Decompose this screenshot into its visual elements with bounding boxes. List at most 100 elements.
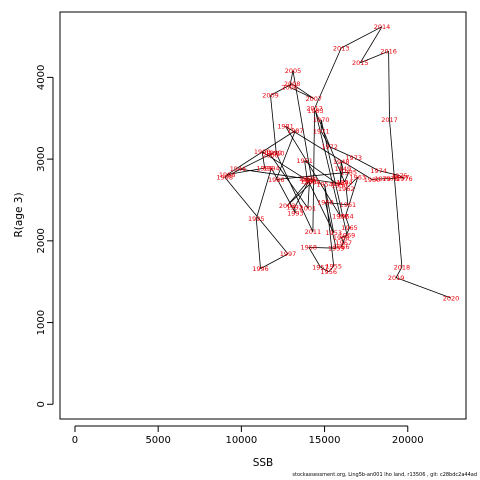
y-tick-label: 0 — [36, 401, 47, 407]
point-label-2010: 2010 — [268, 150, 285, 158]
point-label-1964: 1964 — [337, 213, 354, 221]
point-label-1999: 1999 — [266, 149, 283, 157]
connector-line — [261, 151, 310, 182]
connector-line — [270, 167, 296, 214]
footer-credit: stockassessment.org, Ling5b-an001 lho la… — [292, 472, 477, 478]
point-label-1972: 1972 — [321, 143, 338, 151]
point-label-1973: 1973 — [345, 154, 362, 162]
connector-line — [289, 70, 294, 88]
point-label-2013: 2013 — [333, 44, 350, 52]
point-label-2002: 2002 — [301, 176, 318, 184]
connector-line — [227, 167, 265, 175]
connector-line — [270, 152, 275, 156]
connector-line — [237, 168, 341, 184]
connector-line — [304, 160, 308, 179]
connector-line — [341, 26, 383, 49]
point-label-2014: 2014 — [374, 23, 391, 31]
point-label-1996: 1996 — [252, 265, 269, 273]
point-label-1989: 1989 — [256, 164, 273, 172]
connector-line — [359, 26, 383, 63]
point-label-1977: 1977 — [393, 173, 410, 181]
connector-line — [291, 83, 315, 99]
point-label-1978: 1978 — [382, 175, 399, 183]
point-label-1998: 1998 — [216, 173, 233, 181]
connector-lines — [224, 26, 452, 299]
point-label-1953: 1953 — [325, 229, 342, 237]
connector-line — [325, 202, 348, 206]
point-label-1946: 1946 — [230, 165, 247, 173]
point-label-1992: 1992 — [286, 204, 303, 212]
point-label-1962: 1962 — [338, 185, 355, 193]
x-axis-label: SSB — [253, 457, 274, 469]
point-label-1993: 1993 — [287, 209, 304, 217]
point-label-1983: 1983 — [307, 107, 324, 115]
connector-line — [312, 108, 315, 232]
connector-line — [345, 216, 350, 228]
connector-line — [285, 126, 341, 217]
connector-line — [260, 253, 289, 269]
connector-line — [270, 95, 277, 154]
connector-line — [315, 110, 345, 183]
point-label-2019: 2019 — [388, 274, 405, 282]
connector-line — [286, 179, 310, 206]
x-tick-label: 15000 — [309, 435, 341, 446]
x-axis: 0 5000 10000 15000 20000 — [72, 425, 424, 446]
point-label-2017: 2017 — [381, 116, 398, 124]
point-label-1967: 1967 — [335, 239, 352, 247]
connector-line — [308, 247, 321, 268]
y-tick-label: 3000 — [36, 146, 47, 171]
connector-line — [390, 176, 402, 180]
point-label-1966: 1966 — [333, 243, 350, 251]
connector-line — [294, 181, 310, 208]
point-label-1954: 1954 — [316, 181, 333, 189]
point-label-1982: 1982 — [332, 213, 349, 221]
point-label-1957: 1957 — [312, 263, 329, 271]
connector-line — [320, 131, 330, 147]
point-label-2012: 2012 — [306, 105, 323, 113]
point-label-1980: 1980 — [364, 176, 381, 184]
point-label-2003: 2003 — [279, 202, 296, 210]
connector-line — [345, 176, 359, 189]
point-label-1949: 1949 — [335, 165, 352, 173]
connector-line — [255, 167, 272, 219]
point-label-2007: 2007 — [306, 95, 323, 103]
connector-line — [255, 218, 261, 269]
plot-frame — [59, 11, 467, 420]
connector-line — [371, 178, 383, 180]
point-label-1951: 1951 — [296, 157, 313, 165]
connector-line — [340, 242, 345, 247]
connector-line — [378, 170, 400, 176]
point-label-1968: 1968 — [333, 234, 350, 242]
connector-line — [315, 110, 341, 217]
connector-line — [395, 277, 452, 299]
connector-line — [345, 188, 349, 205]
point-label-1990: 1990 — [254, 148, 271, 156]
point-label-2015: 2015 — [352, 59, 369, 67]
point-label-1971: 1971 — [313, 128, 330, 136]
point-label-1987: 1987 — [287, 127, 304, 135]
connector-line — [329, 146, 354, 158]
x-tick-label: 20000 — [392, 435, 424, 446]
connector-line — [304, 160, 340, 186]
point-label-1976: 1976 — [396, 175, 413, 183]
point-label-2004: 2004 — [304, 178, 321, 186]
point-label-1975: 1975 — [391, 172, 408, 180]
point-label-1965: 1965 — [341, 224, 358, 232]
connector-line — [395, 266, 403, 278]
point-label-1985: 1985 — [340, 169, 357, 177]
connector-line — [224, 176, 289, 255]
y-tick-label: 4000 — [36, 65, 47, 90]
connector-line — [345, 176, 359, 217]
connector-line — [224, 152, 274, 178]
point-label-1991: 1991 — [301, 178, 318, 186]
point-label-1986: 1986 — [268, 176, 285, 184]
y-tick-label: 2000 — [36, 228, 47, 253]
connector-line — [389, 119, 403, 268]
connector-line — [360, 50, 389, 64]
point-label-1955: 1955 — [325, 263, 342, 271]
connector-line — [292, 70, 313, 183]
connector-line — [226, 130, 296, 175]
connector-line — [314, 47, 342, 109]
connector-line — [400, 176, 405, 180]
